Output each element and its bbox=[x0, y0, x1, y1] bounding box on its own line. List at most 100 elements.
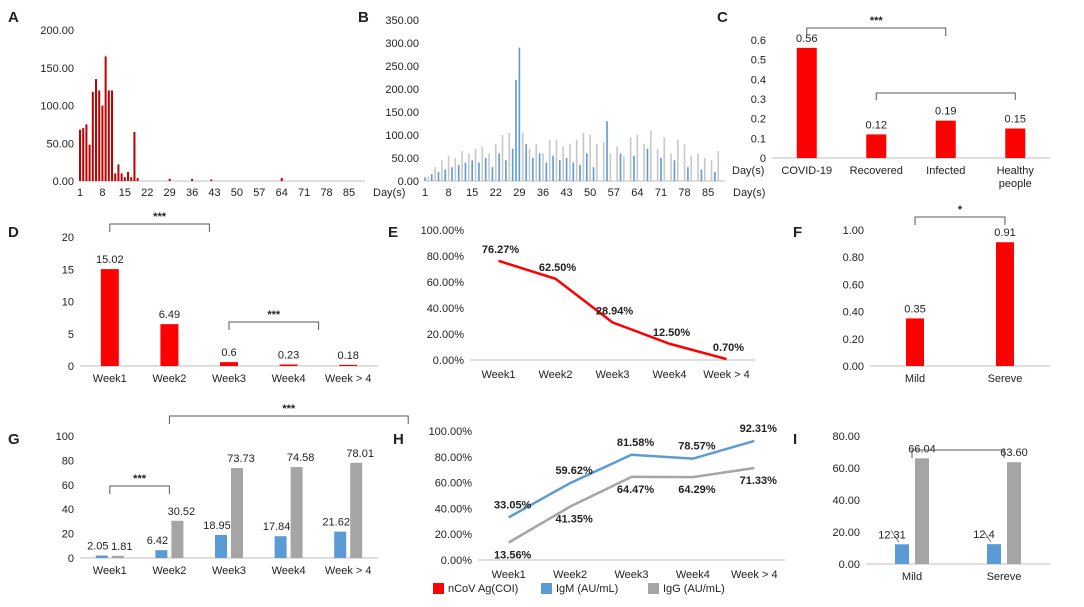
data-label: 17.84 bbox=[263, 521, 291, 533]
panel-letter-G: G bbox=[8, 431, 20, 448]
bar-igg bbox=[1007, 462, 1021, 564]
data-label: 73.73 bbox=[227, 453, 255, 465]
bar-blue bbox=[714, 171, 716, 181]
bar bbox=[996, 242, 1014, 366]
y-tick-label: 0.00 bbox=[843, 361, 864, 373]
x-category-label: Week2 bbox=[538, 369, 572, 381]
y-tick-label: 200.00 bbox=[40, 25, 74, 37]
x-category-label: Week2 bbox=[152, 373, 186, 385]
y-tick-label: 20 bbox=[62, 529, 74, 541]
x-tick-label: 71 bbox=[298, 187, 310, 199]
bar bbox=[101, 105, 104, 181]
bar-gray bbox=[501, 135, 504, 181]
bar-gray bbox=[474, 148, 477, 181]
bar-gray bbox=[710, 160, 713, 181]
x-category-label: Recovered bbox=[850, 165, 903, 177]
bar-igm bbox=[95, 555, 108, 558]
x-category-label: Infected bbox=[926, 165, 965, 177]
y-tick-label: 0.20 bbox=[843, 334, 864, 346]
bar-blue bbox=[579, 164, 581, 181]
y-tick-label: 60.00% bbox=[435, 478, 473, 490]
y-tick-label: 20.00% bbox=[435, 529, 473, 541]
x-tick-label: 64 bbox=[631, 187, 643, 199]
bar bbox=[130, 177, 133, 181]
data-label: 6.42 bbox=[147, 535, 168, 547]
bar bbox=[114, 173, 117, 181]
panel-D: D 0 5 10 15 20 15.02 Week1 6.49 Week2 0.6 Week3 0.23… bbox=[8, 211, 378, 385]
bar-blue bbox=[538, 153, 541, 181]
y-tick-label: 0 bbox=[68, 361, 74, 373]
y-tick-label: 200.00 bbox=[385, 84, 419, 96]
bar bbox=[1005, 128, 1026, 158]
bar-igm bbox=[274, 536, 287, 558]
bar-gray bbox=[623, 155, 625, 181]
bar-blue bbox=[498, 153, 500, 181]
bar bbox=[98, 90, 101, 181]
bar-blue bbox=[532, 158, 534, 181]
data-label: 12.31 bbox=[878, 529, 906, 541]
bar-igg bbox=[111, 555, 124, 558]
bar-blue bbox=[471, 160, 473, 181]
bar bbox=[796, 47, 817, 158]
bar bbox=[906, 318, 924, 366]
bar-gray bbox=[548, 139, 551, 181]
bar-gray bbox=[609, 153, 612, 181]
x-category-label: Sereve bbox=[988, 373, 1023, 385]
y-tick-label: 80 bbox=[62, 455, 74, 467]
x-category-label: Week4 bbox=[652, 369, 686, 381]
y-tick-label: 20.00% bbox=[427, 329, 465, 341]
x-axis-label: Day(s) bbox=[373, 187, 405, 199]
bar bbox=[111, 90, 114, 181]
y-tick-label: 150.00 bbox=[385, 107, 419, 119]
bar-gray bbox=[596, 144, 598, 181]
bar-gray bbox=[690, 155, 693, 181]
data-label: 76.27% bbox=[482, 244, 520, 256]
bar-gray bbox=[589, 135, 591, 181]
data-label: 78.01 bbox=[346, 448, 374, 460]
y-tick-label: 100 bbox=[56, 431, 74, 443]
y-tick-label: 0.60 bbox=[843, 279, 864, 291]
bar-blue bbox=[673, 160, 676, 181]
bar-blue bbox=[606, 121, 608, 181]
bar bbox=[120, 173, 123, 181]
data-label: 0.15 bbox=[1005, 114, 1026, 126]
bar-igg bbox=[915, 458, 929, 564]
data-label: 12.4 bbox=[973, 529, 994, 541]
bar bbox=[82, 128, 85, 181]
bar-gray bbox=[508, 132, 511, 181]
data-label: 28.94% bbox=[596, 305, 634, 317]
bar-blue bbox=[585, 153, 588, 181]
y-tick-label: 0.00 bbox=[398, 176, 419, 188]
line-igm bbox=[508, 439, 755, 519]
y-tick-label: 100.00 bbox=[40, 101, 74, 113]
bar-blue bbox=[660, 158, 662, 181]
y-tick-label: 40.00% bbox=[427, 303, 465, 315]
bar-blue bbox=[505, 160, 507, 181]
bar-gray bbox=[602, 141, 605, 181]
bar bbox=[136, 177, 139, 181]
bar-blue bbox=[518, 47, 521, 181]
bar-blue bbox=[545, 162, 548, 181]
x-category-label: Week4 bbox=[272, 565, 306, 577]
y-tick-label: 60.00 bbox=[832, 463, 860, 475]
bar-gray bbox=[582, 132, 585, 181]
bar-blue bbox=[430, 174, 433, 181]
line-igg bbox=[508, 466, 755, 544]
bar-blue bbox=[592, 167, 595, 181]
legend-swatch bbox=[433, 583, 444, 594]
data-label: 64.47% bbox=[617, 484, 655, 496]
bar-gray bbox=[494, 144, 497, 181]
bar-igg bbox=[171, 520, 184, 558]
y-tick-label: 0.40 bbox=[843, 307, 864, 319]
bar-igm bbox=[155, 550, 168, 558]
significance-bracket bbox=[806, 27, 947, 36]
bar-gray bbox=[683, 144, 686, 181]
y-tick-label: 0.5 bbox=[751, 55, 766, 67]
x-tick-label: 22 bbox=[141, 187, 153, 199]
bar-gray bbox=[562, 146, 565, 181]
panel-letter-A: A bbox=[8, 9, 19, 26]
x-category-label: COVID-19 bbox=[781, 165, 832, 177]
bar bbox=[104, 56, 107, 181]
significance-bracket bbox=[168, 415, 409, 424]
bar-igg bbox=[290, 467, 303, 558]
